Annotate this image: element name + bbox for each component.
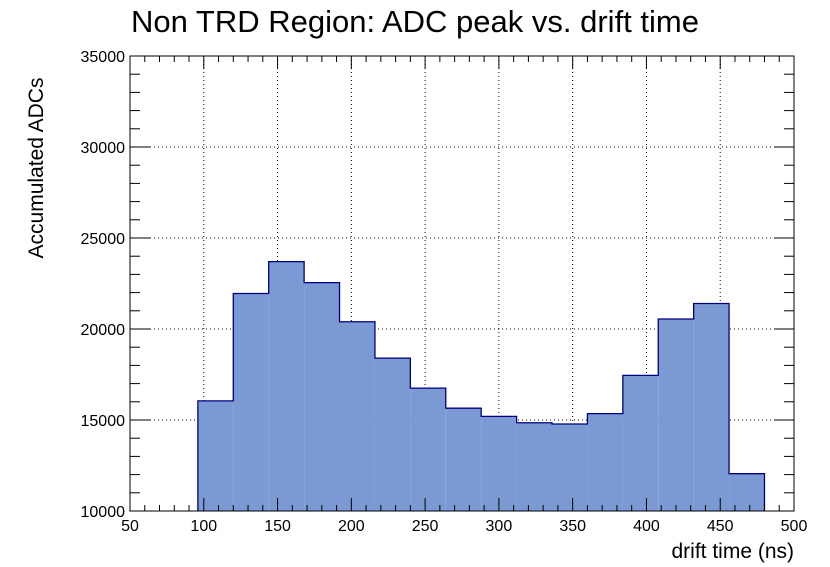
x-axis-ticks: 50 100 150 200 250 300 350 400 450 500 (121, 56, 807, 535)
histogram-bin (410, 388, 446, 511)
x-tick-label: 100 (190, 518, 217, 535)
histogram-bin (552, 424, 588, 511)
histogram-bin (197, 400, 234, 511)
plot-frame (129, 55, 795, 512)
histogram-bars (197, 261, 766, 511)
x-tick-label: 500 (781, 518, 808, 535)
histogram-bin (587, 413, 623, 511)
histogram-bin (233, 293, 269, 511)
histogram-bin (729, 473, 765, 511)
x-axis-label: drift time (ns) (671, 540, 794, 563)
y-tick-label: 35000 (81, 49, 126, 66)
axes (129, 55, 795, 512)
histogram-bin (693, 303, 730, 511)
x-tick-label: 150 (264, 518, 291, 535)
histogram-bin (445, 408, 482, 511)
y-tick-label: 15000 (81, 413, 126, 430)
histogram-bin (339, 321, 375, 511)
histogram-bin (622, 375, 659, 511)
histogram-bin (658, 318, 694, 511)
chart-title: Non TRD Region: ADC peak vs. drift time (131, 4, 699, 39)
histogram-bin (374, 358, 411, 511)
x-tick-label: 50 (121, 518, 139, 535)
histogram-bin (481, 416, 517, 511)
y-tick-label: 10000 (81, 504, 126, 521)
histogram-bin (516, 422, 553, 511)
x-tick-label: 350 (559, 518, 586, 535)
x-tick-label: 400 (633, 518, 660, 535)
y-tick-label: 25000 (81, 231, 126, 248)
x-tick-label: 450 (707, 518, 734, 535)
y-tick-label: 30000 (81, 140, 126, 157)
histogram-bin (268, 261, 305, 511)
y-axis-label: Accumulated ADCs (25, 77, 48, 259)
x-tick-label: 200 (338, 518, 365, 535)
y-axis-ticks: 10000 15000 20000 25000 30000 35000 (81, 49, 794, 521)
histogram-bin (304, 282, 340, 511)
x-tick-label: 300 (486, 518, 513, 535)
x-tick-label: 250 (412, 518, 439, 535)
histogram-outline (197, 261, 766, 511)
y-tick-label: 20000 (81, 322, 126, 339)
